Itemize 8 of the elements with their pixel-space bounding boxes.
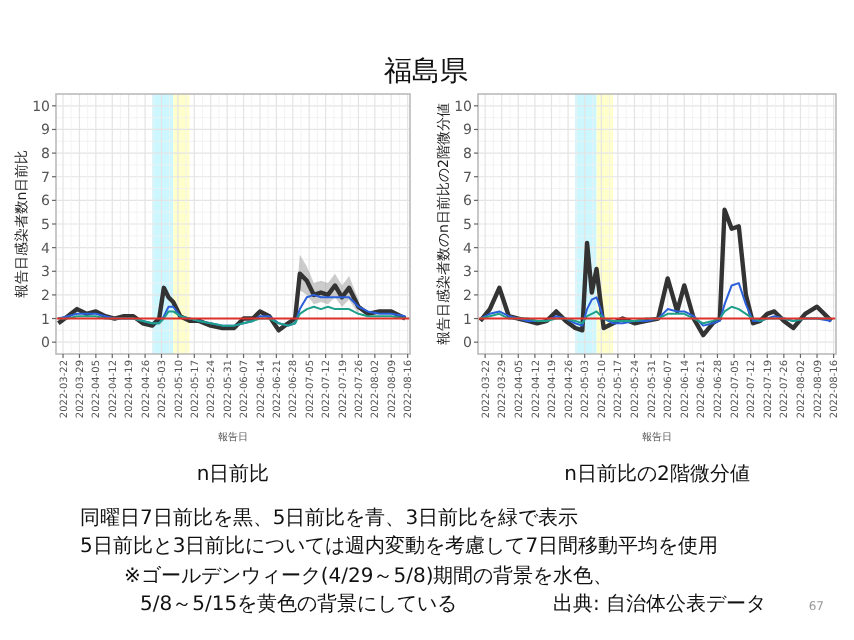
text: n日前比の2階微分値 <box>564 462 750 486</box>
text: 同曜日7日前比を黒、5日前比を青、3日前比を緑で表示 <box>80 506 579 530</box>
text: n日前比 <box>196 462 270 486</box>
chart-title: 福島県 <box>384 56 468 88</box>
source-note: 出典: 自治体公表データ <box>552 592 766 616</box>
text: 5/8～5/15を黄色の背景にしている <box>140 592 458 616</box>
text: ※ゴールデンウィーク(4/29～5/8)期間の背景を水色、 <box>124 564 614 588</box>
text: 5日前比と3日前比については週内変動を考慮して7日間移動平均を使用 <box>80 534 719 558</box>
